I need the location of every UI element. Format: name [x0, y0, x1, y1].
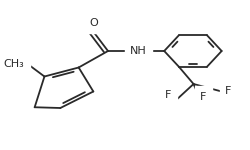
Text: F: F	[224, 87, 231, 96]
Text: NH: NH	[130, 46, 146, 56]
Text: F: F	[164, 90, 171, 101]
Text: O: O	[88, 18, 97, 28]
Text: CH₃: CH₃	[4, 59, 24, 69]
Text: F: F	[199, 92, 206, 102]
